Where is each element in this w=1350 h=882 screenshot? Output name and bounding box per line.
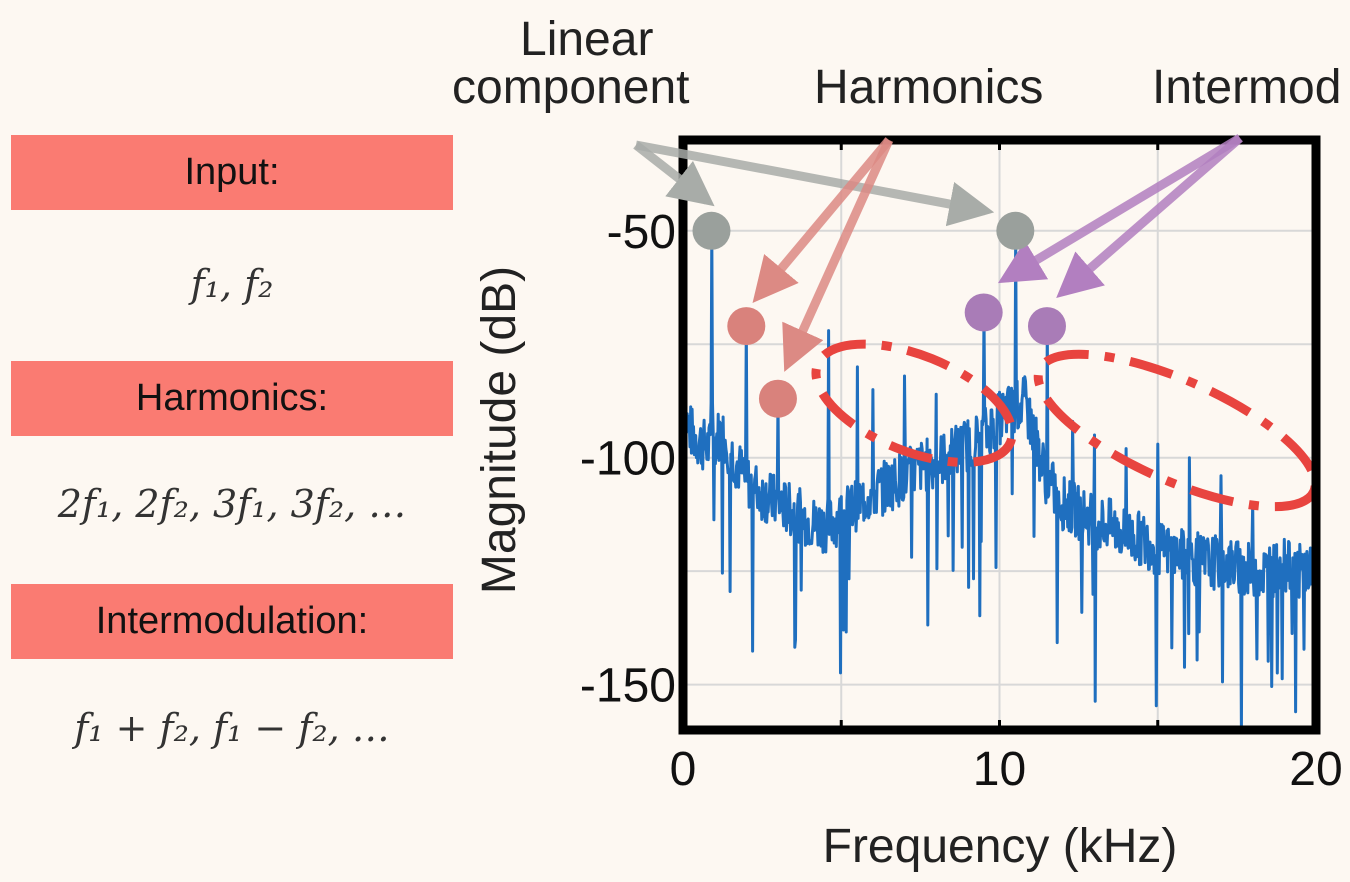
harmonic-peak-marker [758, 379, 797, 418]
x-tick-label: 20 [1289, 743, 1342, 796]
spectrum-line [683, 229, 1316, 730]
harmonic-peak-marker [727, 307, 766, 346]
input-label-box: Input: [11, 135, 453, 210]
intermod-region-low [811, 339, 1017, 467]
harmonics-annotation: Harmonics [814, 61, 1044, 114]
harmonic-arrow [782, 138, 894, 372]
intermod-arrow [997, 134, 1243, 284]
y-tick-label: -150 [580, 660, 676, 713]
input-label: Input: [184, 151, 280, 193]
annotation-arrows [633, 134, 1243, 372]
intermod-annotation: Intermod [1152, 61, 1342, 114]
harmonic-arrow [752, 137, 893, 303]
spectrum-trace [683, 229, 1316, 730]
y-tick-label: -50 [607, 206, 676, 259]
linear-peak-marker [996, 211, 1035, 250]
intermod-label-box: Intermodulation: [11, 584, 453, 659]
intermod-formula: f₁ + f₂, f₁ − f₂, … [74, 706, 390, 750]
y-axis-title: Magnitude (dB) [473, 266, 526, 594]
x-axis-title: Frequency (kHz) [823, 820, 1178, 873]
linear-annotation-line2: component [452, 61, 690, 114]
x-tick-label: 10 [973, 743, 1026, 796]
axis-ticks [839, 140, 1160, 730]
x-tick-label: 0 [670, 743, 697, 796]
linear-peak-marker [692, 211, 731, 250]
y-tick-label: -100 [580, 433, 676, 486]
harmonics-label: Harmonics: [135, 377, 329, 419]
intermod-peak-marker [964, 293, 1003, 332]
intermod-label: Intermodulation: [95, 600, 369, 642]
intermod-peak-marker [1027, 307, 1066, 346]
harmonics-label-box: Harmonics: [11, 361, 453, 436]
tick-labels: 0 10 20 -50 -100 -150 [580, 206, 1343, 796]
input-formula: f₁, f₂ [190, 262, 274, 306]
harmonics-formula: 2f₁, 2f₂, 3f₁, 3f₂, … [57, 482, 407, 526]
peak-markers [692, 211, 1066, 418]
intermod-arrow [1056, 134, 1243, 298]
linear-arrow [633, 141, 715, 207]
linear-annotation-line1: Linear [520, 13, 654, 66]
linear-arrow [635, 140, 995, 227]
